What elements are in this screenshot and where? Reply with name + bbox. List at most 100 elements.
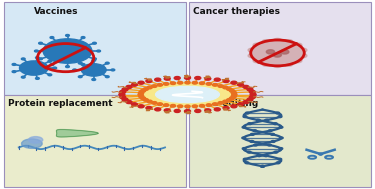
Circle shape: [231, 81, 237, 84]
Circle shape: [192, 81, 198, 84]
Circle shape: [48, 74, 52, 76]
Circle shape: [223, 106, 229, 109]
FancyBboxPatch shape: [4, 94, 186, 187]
Text: Cancer therapies: Cancer therapies: [193, 7, 280, 16]
Circle shape: [36, 77, 39, 79]
Circle shape: [120, 96, 126, 99]
Circle shape: [205, 109, 211, 112]
Circle shape: [143, 99, 148, 101]
Circle shape: [138, 93, 143, 96]
Ellipse shape: [156, 86, 219, 103]
Ellipse shape: [280, 50, 289, 54]
Circle shape: [230, 97, 235, 99]
Circle shape: [247, 88, 253, 91]
Circle shape: [138, 81, 144, 84]
FancyBboxPatch shape: [189, 94, 371, 187]
Circle shape: [256, 119, 260, 121]
Circle shape: [39, 58, 42, 60]
Circle shape: [36, 57, 39, 59]
Circle shape: [185, 81, 190, 84]
Circle shape: [206, 104, 212, 106]
Circle shape: [174, 77, 180, 80]
Circle shape: [248, 123, 252, 125]
Circle shape: [250, 93, 256, 96]
Circle shape: [39, 42, 42, 44]
Circle shape: [226, 88, 232, 90]
Circle shape: [97, 50, 100, 52]
Circle shape: [126, 101, 132, 104]
Circle shape: [146, 106, 152, 109]
Circle shape: [147, 86, 152, 89]
Circle shape: [254, 144, 258, 146]
Circle shape: [50, 37, 54, 39]
Circle shape: [66, 35, 69, 36]
Text: Protein replacement: Protein replacement: [8, 99, 112, 108]
Circle shape: [158, 84, 163, 86]
Circle shape: [214, 78, 220, 81]
Circle shape: [238, 103, 244, 106]
Circle shape: [245, 112, 249, 114]
Circle shape: [21, 76, 25, 78]
Circle shape: [200, 82, 205, 84]
Circle shape: [223, 80, 229, 83]
Circle shape: [81, 64, 85, 65]
Circle shape: [131, 83, 137, 86]
Circle shape: [245, 162, 249, 164]
Circle shape: [247, 151, 251, 153]
Circle shape: [261, 165, 264, 167]
Circle shape: [111, 69, 115, 71]
Circle shape: [214, 108, 220, 111]
Circle shape: [226, 99, 232, 101]
Circle shape: [276, 162, 280, 164]
Circle shape: [243, 158, 247, 160]
Circle shape: [279, 137, 283, 139]
Circle shape: [12, 71, 16, 73]
Ellipse shape: [20, 61, 48, 75]
Circle shape: [223, 86, 228, 89]
Circle shape: [174, 109, 180, 112]
Circle shape: [212, 103, 217, 105]
Circle shape: [184, 76, 190, 79]
Circle shape: [185, 105, 190, 108]
Circle shape: [164, 109, 170, 112]
Polygon shape: [57, 129, 98, 137]
Circle shape: [34, 50, 38, 52]
Circle shape: [243, 101, 249, 104]
Circle shape: [66, 66, 69, 67]
Circle shape: [122, 88, 128, 91]
Circle shape: [231, 91, 236, 94]
Circle shape: [93, 42, 96, 44]
Circle shape: [249, 90, 255, 93]
Circle shape: [271, 140, 275, 142]
Circle shape: [265, 119, 268, 121]
FancyBboxPatch shape: [189, 2, 371, 94]
Circle shape: [139, 95, 144, 98]
Circle shape: [232, 93, 237, 96]
FancyBboxPatch shape: [4, 2, 186, 94]
Circle shape: [206, 83, 212, 85]
Circle shape: [120, 90, 126, 93]
Circle shape: [251, 133, 254, 135]
Polygon shape: [248, 38, 307, 67]
Circle shape: [218, 85, 223, 87]
Circle shape: [81, 37, 85, 39]
Circle shape: [200, 105, 205, 107]
Circle shape: [319, 153, 322, 155]
Circle shape: [152, 102, 157, 104]
Circle shape: [242, 148, 246, 149]
Circle shape: [143, 88, 148, 90]
Circle shape: [140, 97, 146, 99]
Circle shape: [122, 98, 128, 101]
Circle shape: [264, 155, 268, 157]
Circle shape: [195, 109, 201, 112]
Ellipse shape: [22, 139, 42, 148]
Circle shape: [73, 69, 76, 71]
Circle shape: [184, 110, 190, 113]
Circle shape: [278, 158, 282, 160]
Circle shape: [48, 60, 52, 62]
Circle shape: [250, 140, 254, 142]
Ellipse shape: [273, 53, 281, 57]
Text: Gene editing: Gene editing: [193, 99, 258, 108]
Ellipse shape: [266, 50, 274, 54]
Circle shape: [249, 96, 255, 99]
